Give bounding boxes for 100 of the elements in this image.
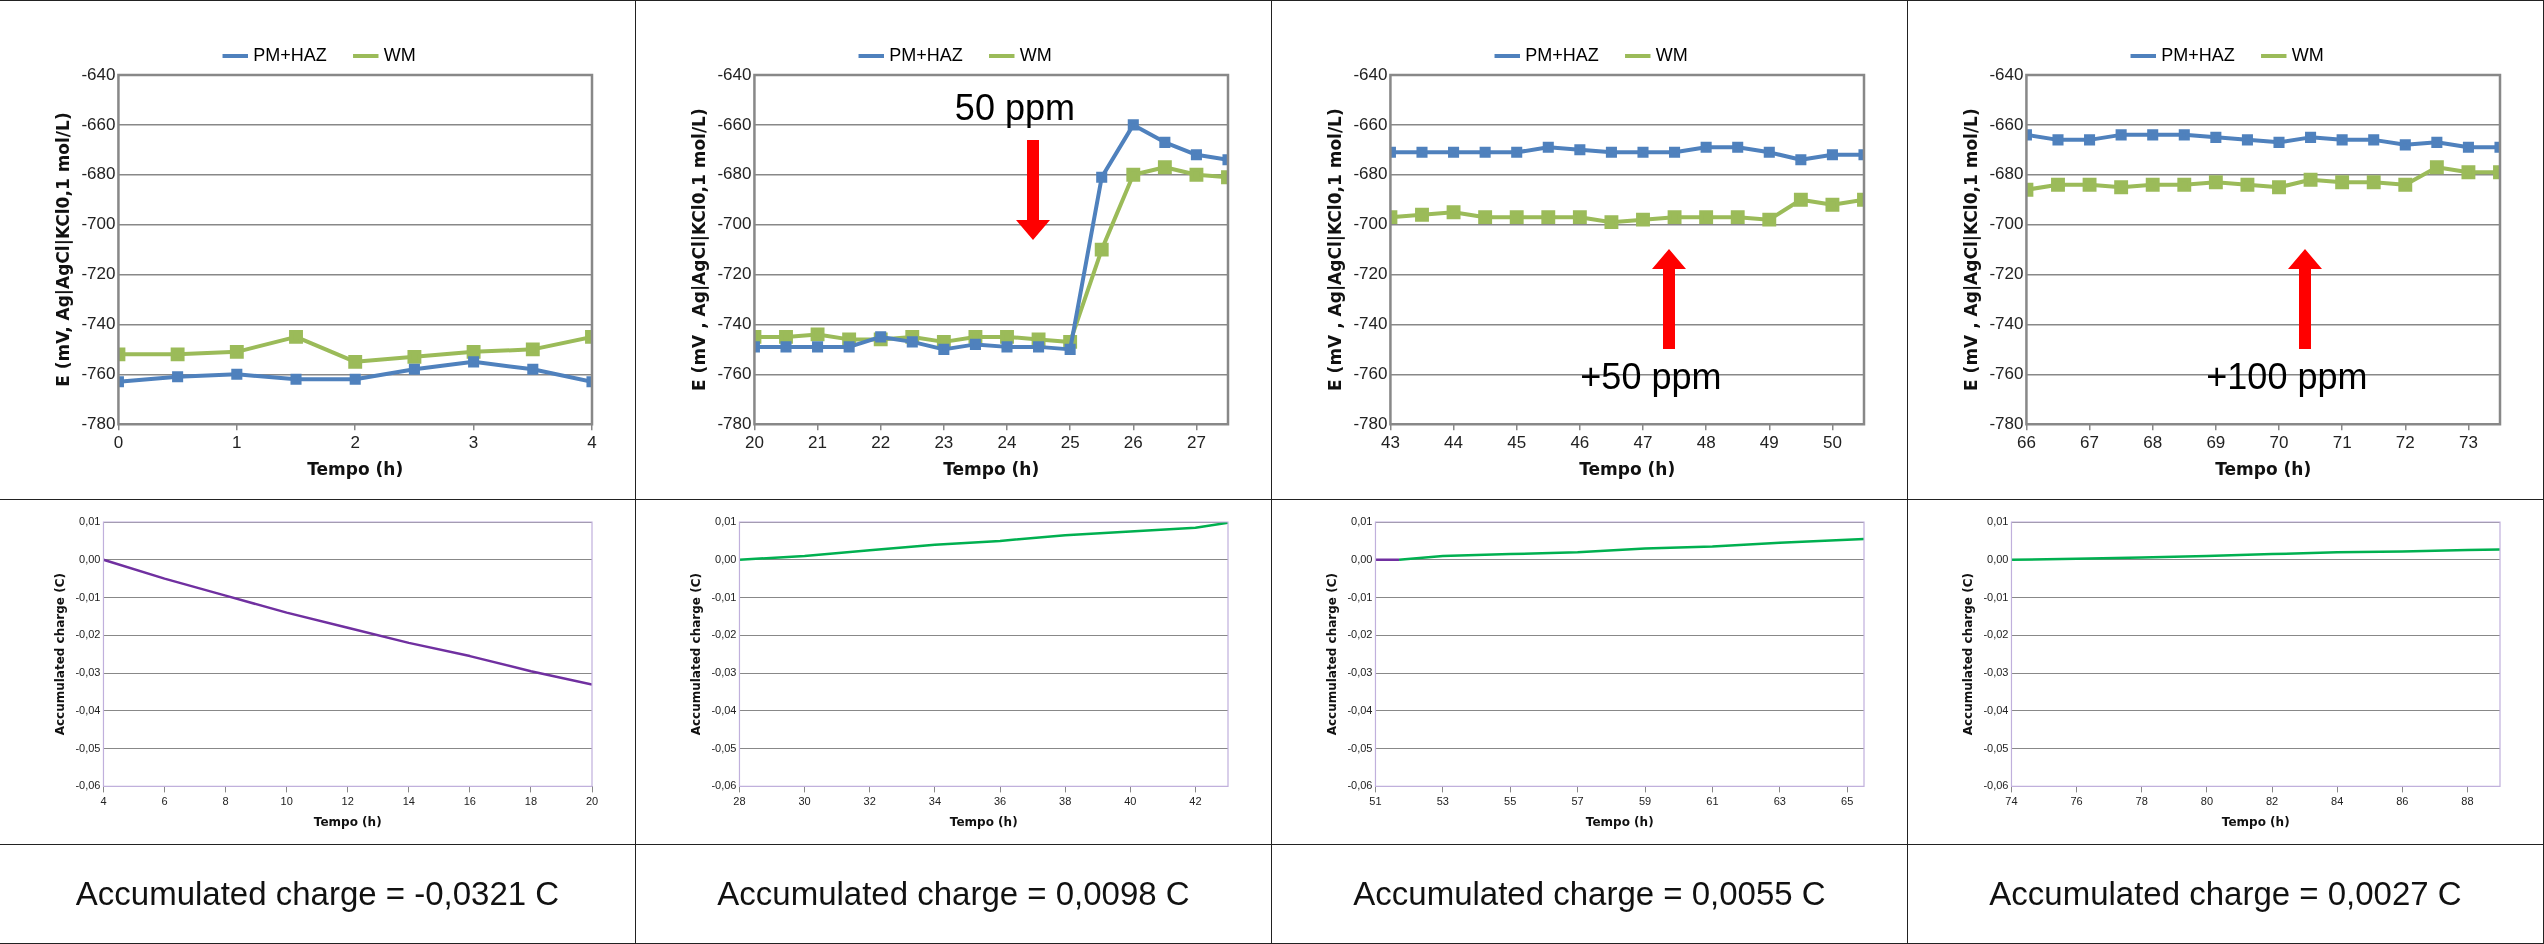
y-tick-label: -0,04: [711, 703, 737, 716]
y-axis-title: Accumulated charge (C): [1961, 573, 1976, 736]
y-tick-label: -0,05: [711, 741, 737, 754]
x-axis-title: Tempo (h): [2221, 814, 2290, 829]
x-tick-label: 82: [2265, 795, 2279, 808]
y-axis-title: E (mV , Ag|AgCl|KCl0,1 mol/L): [688, 108, 709, 391]
x-tick-label: 67: [2080, 433, 2100, 453]
y-tick-label: -0,06: [1983, 779, 2009, 792]
x-tick-label: 10: [280, 795, 293, 808]
x-tick-label: 84: [2331, 795, 2344, 808]
legend-label: WM: [2291, 44, 2324, 65]
y-tick-label: -0,02: [75, 628, 101, 641]
y-tick-label: 0,01: [1351, 515, 1373, 528]
y-tick-label: -0,02: [711, 628, 737, 641]
x-tick-label: 74: [2005, 795, 2018, 808]
y-tick-label: -0,01: [75, 590, 101, 603]
y-tick-label: -0,03: [1983, 666, 2009, 679]
y-tick-label: -640: [717, 64, 752, 84]
x-tick-label: 26: [1123, 433, 1143, 453]
x-tick-label: 25: [1060, 433, 1080, 453]
y-tick-label: -0,03: [1347, 666, 1373, 679]
y-axis-title: E (mV , Ag|AgCl|KCl0,1 mol/L): [1960, 108, 1981, 391]
x-tick-label: 69: [2206, 433, 2226, 453]
y-tick-label: -660: [81, 114, 116, 134]
x-tick-label: 51: [1369, 795, 1382, 808]
y-tick-label: -780: [717, 413, 752, 433]
x-axis-title: Tempo (h): [307, 459, 404, 480]
y-tick-label: -780: [1989, 413, 2024, 433]
x-tick-label: 23: [934, 433, 954, 453]
y-tick-label: -780: [1353, 413, 1388, 433]
y-axis-title: E (mV , Ag|AgCl|KCl0,1 mol/L): [1324, 108, 1345, 391]
x-tick-label: 4: [587, 433, 597, 453]
y-tick-label: -0,01: [711, 590, 737, 603]
y-tick-label: -0,05: [1347, 741, 1373, 754]
x-tick-label: 30: [798, 795, 811, 808]
x-tick-label: 34: [928, 795, 942, 808]
y-tick-label: -780: [81, 413, 116, 433]
y-tick-label: -720: [1353, 264, 1388, 284]
y-tick-label: -0,05: [75, 741, 101, 754]
legend-label: WM: [383, 44, 416, 65]
y-tick-label: -0,01: [1983, 590, 2009, 603]
x-tick-label: 18: [524, 795, 538, 808]
y-tick-label: 0,01: [715, 515, 737, 528]
x-tick-label: 86: [2396, 795, 2409, 808]
x-tick-label: 2: [350, 433, 360, 453]
y-tick-label: -680: [1989, 164, 2024, 184]
x-tick-label: 65: [1841, 795, 1854, 808]
y-tick-label: -700: [81, 214, 116, 234]
y-tick-label: -0,06: [1347, 779, 1373, 792]
legend-label: PM+HAZ: [889, 44, 963, 65]
x-tick-label: 55: [1504, 795, 1517, 808]
y-tick-label: -760: [1353, 364, 1388, 383]
y-tick-label: -0,01: [1347, 590, 1373, 603]
x-tick-label: 61: [1706, 795, 1719, 808]
y-tick-label: -760: [717, 364, 752, 383]
x-axis-title: Tempo (h): [1585, 814, 1654, 829]
x-tick-label: 47: [1633, 433, 1653, 453]
x-tick-label: 80: [2200, 795, 2214, 808]
annotation: +100 ppm: [2206, 355, 2368, 397]
x-axis-title: Tempo (h): [313, 814, 382, 829]
y-tick-label: 0,00: [1351, 552, 1373, 565]
x-axis-title: Tempo (h): [949, 814, 1018, 829]
y-tick-label: -680: [1353, 164, 1388, 184]
x-tick-label: 1: [232, 433, 242, 453]
x-tick-label: 49: [1759, 433, 1779, 453]
y-tick-label: -720: [1989, 264, 2024, 284]
x-tick-label: 46: [1570, 433, 1590, 453]
x-tick-label: 68: [2143, 433, 2163, 453]
x-tick-label: 45: [1507, 433, 1527, 453]
x-tick-label: 6: [161, 795, 168, 808]
y-tick-label: -0,03: [711, 666, 737, 679]
x-axis-title: Tempo (h): [943, 459, 1040, 480]
x-tick-label: 72: [2395, 433, 2415, 453]
y-axis-title: E (mV, Ag|AgCl|KCl0,1 mol/L): [52, 112, 73, 387]
x-tick-label: 21: [808, 433, 828, 453]
text: Accumulated charge = 0,0055 C: [1353, 875, 1826, 913]
y-tick-label: -0,04: [1983, 703, 2009, 716]
legend-label: PM+HAZ: [1525, 44, 1599, 65]
x-tick-label: 71: [2332, 433, 2352, 453]
legend-label: PM+HAZ: [253, 44, 327, 65]
x-tick-label: 43: [1380, 433, 1400, 453]
y-tick-label: 0,01: [1987, 515, 2009, 528]
y-tick-label: -680: [717, 164, 752, 184]
x-tick-label: 66: [2016, 433, 2036, 453]
legend-label: WM: [1019, 44, 1052, 65]
x-tick-label: 42: [1189, 795, 1202, 808]
text: Accumulated charge = 0,0098 C: [717, 875, 1190, 913]
y-tick-label: -0,02: [1347, 628, 1373, 641]
y-tick-label: -0,05: [1983, 741, 2009, 754]
x-tick-label: 57: [1571, 795, 1584, 808]
y-tick-label: -0,02: [1983, 628, 2009, 641]
y-tick-label: -0,04: [1347, 703, 1373, 716]
x-tick-label: 40: [1124, 795, 1137, 808]
y-tick-label: 0,00: [715, 552, 737, 565]
x-tick-label: 63: [1773, 795, 1786, 808]
x-tick-label: 78: [2135, 795, 2148, 808]
y-tick-label: -740: [1353, 314, 1388, 334]
x-tick-label: 0: [113, 433, 124, 453]
y-tick-label: -700: [1989, 214, 2024, 234]
y-axis-title: Accumulated charge (C): [53, 573, 68, 736]
